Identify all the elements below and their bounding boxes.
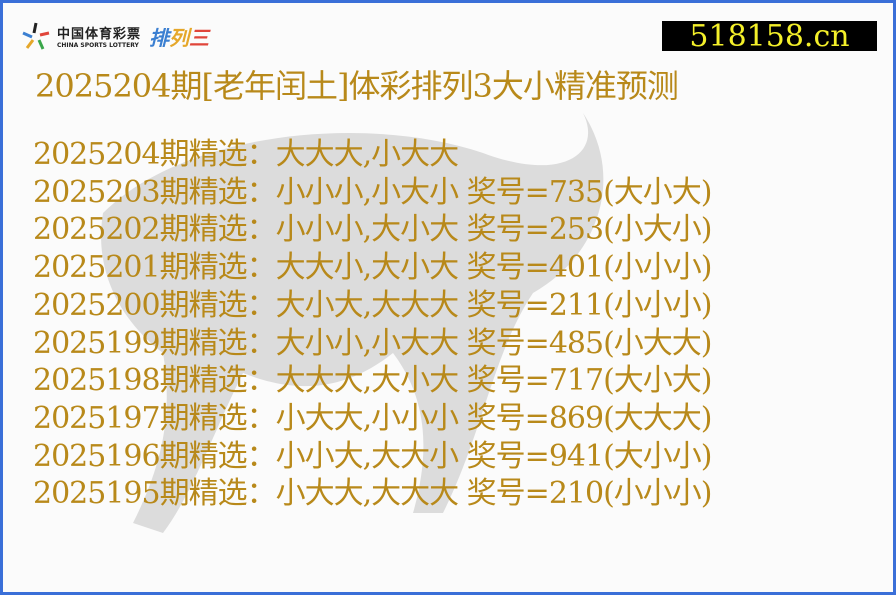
lottery-star-icon xyxy=(22,22,50,50)
page-title: 2025204期[老年闰土]体彩排列3大小精准预测 xyxy=(35,67,679,105)
prediction-row: 2025202期精选：小小小,大小大 奖号=253(小大小) xyxy=(33,212,712,248)
prediction-row: 2025198期精选：大大大,大小大 奖号=717(大小大) xyxy=(33,363,712,399)
prediction-row: 2025204期精选：大大大,小大大 xyxy=(33,137,459,172)
pailie3-logo: 排列三 xyxy=(149,22,209,51)
prediction-row: 2025196期精选：小小大,大大小 奖号=941(大小小) xyxy=(33,438,712,474)
prediction-row: 2025197期精选：小大大,小小小 奖号=869(大大大) xyxy=(33,400,712,436)
prediction-list: 2025204期精选：大大大,小大大 2025203期精选：小小小,小大小 奖号… xyxy=(33,136,712,513)
ink-horse-background-image xyxy=(101,113,604,533)
logo-char: 列 xyxy=(169,25,190,50)
logo-char: 三 xyxy=(189,25,210,50)
site-watermark: 518158.cn xyxy=(662,21,877,53)
logo-char: 排 xyxy=(149,25,170,50)
china-sports-lottery-logo: 中国体育彩票 CHINA SPORTS LOTTERY 排列三 xyxy=(21,21,209,51)
logo-chinese-name: 中国体育彩票 xyxy=(57,27,142,42)
prediction-row: 2025203期精选：小小小,小大小 奖号=735(大小大) xyxy=(33,174,712,210)
prediction-row: 2025201期精选：大大小,大小大 奖号=401(小小小) xyxy=(33,250,712,286)
prediction-row: 2025200期精选：大小大,大大大 奖号=211(小小小) xyxy=(33,287,712,323)
logo-english-name: CHINA SPORTS LOTTERY xyxy=(57,42,139,49)
prediction-row: 2025199期精选：大小小,小大大 奖号=485(小大大) xyxy=(33,325,712,361)
prediction-row: 2025195期精选：小大大,大大大 奖号=210(小小小) xyxy=(33,476,712,512)
